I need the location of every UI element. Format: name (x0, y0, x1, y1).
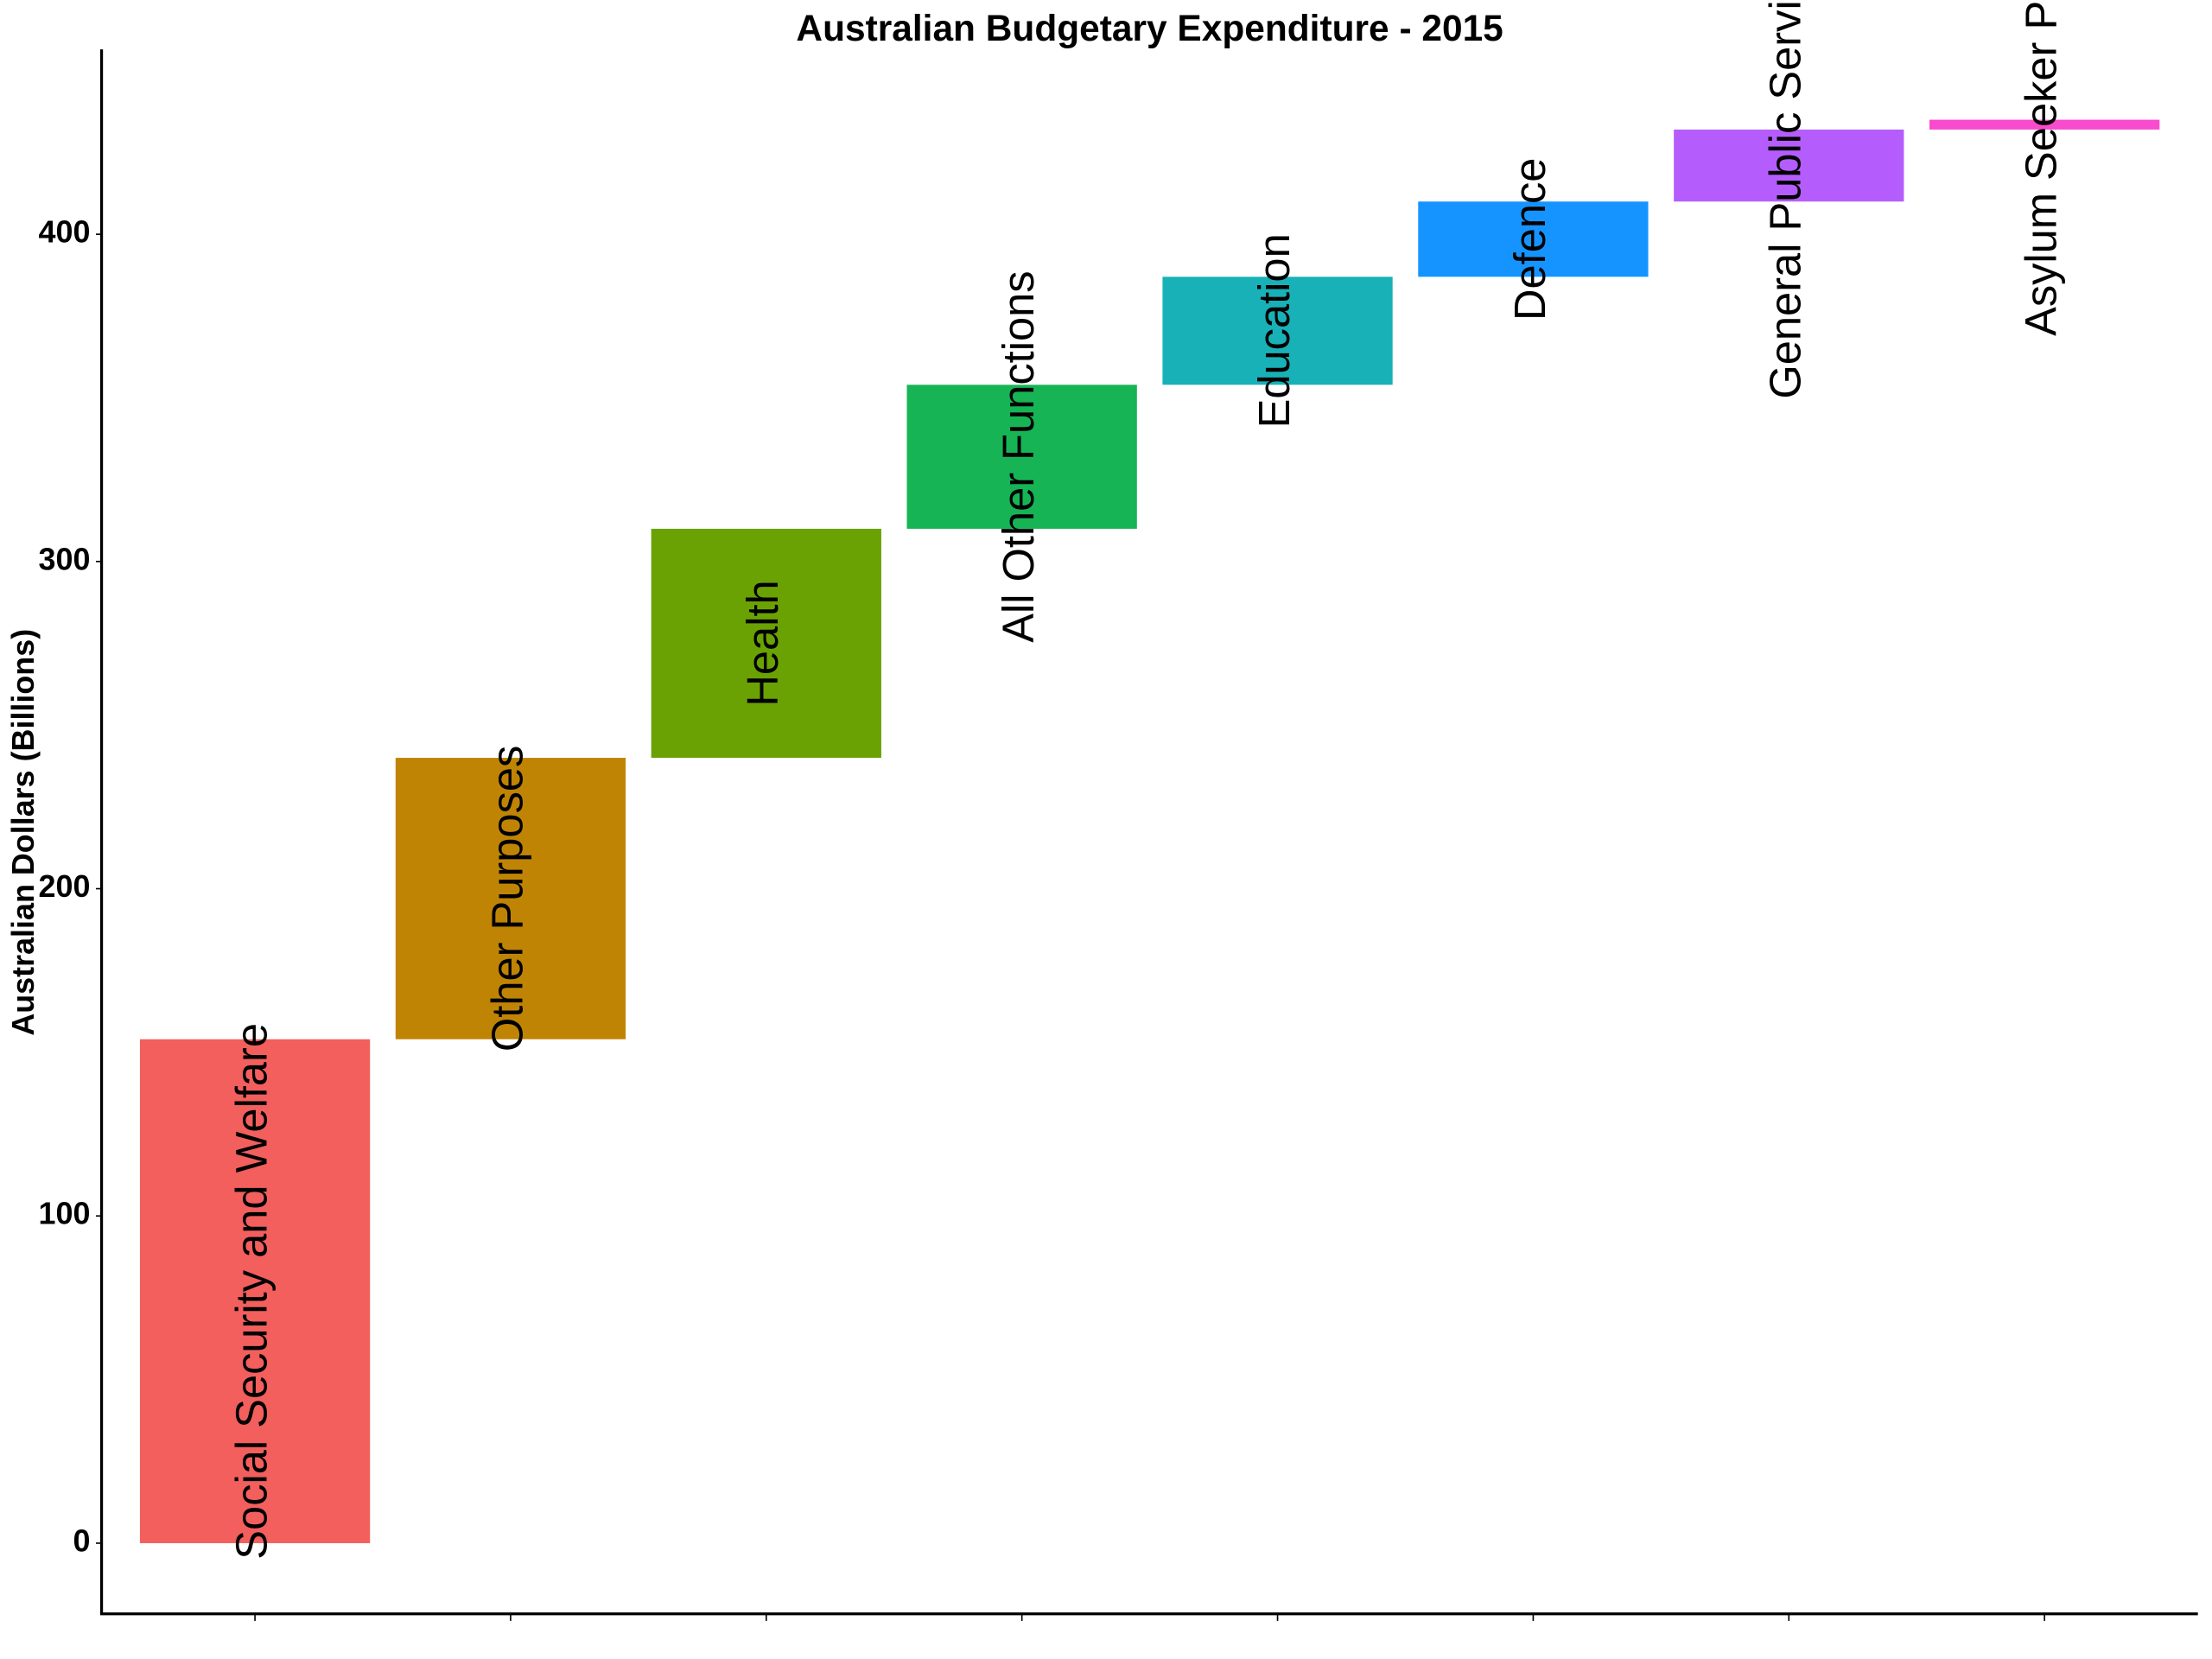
bar-label: Defence (1505, 158, 1554, 321)
bar (1418, 201, 1649, 277)
bar (1929, 119, 2160, 130)
bar (1674, 129, 1904, 202)
bar-label: General Public Services (1761, 0, 1810, 399)
bar-label: Health (738, 580, 787, 706)
y-axis-title: Australian Dollars (Billions) (5, 629, 41, 1036)
bar-label: Other Purposes (482, 746, 531, 1052)
y-tick-label: 300 (39, 541, 91, 576)
chart-title: Australian Budgetary Expenditure - 2015 (796, 8, 1503, 48)
y-tick-label: 200 (39, 868, 91, 904)
bar-label: Social Security and Welfare (226, 1023, 276, 1560)
bar (139, 1039, 371, 1543)
bar-label: Education (1249, 233, 1299, 428)
bar-label: All Other Functions (994, 270, 1043, 642)
y-tick-label: 100 (39, 1196, 91, 1231)
y-tick-label: 400 (39, 214, 91, 250)
bar (1162, 276, 1393, 385)
bar-label: Asylum Seeker Policy (2017, 0, 2066, 336)
y-tick-label: 0 (73, 1522, 91, 1558)
bar (906, 385, 1137, 529)
bar (395, 758, 626, 1039)
bar (651, 528, 881, 759)
